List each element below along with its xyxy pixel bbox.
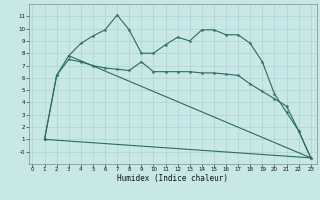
X-axis label: Humidex (Indice chaleur): Humidex (Indice chaleur) bbox=[117, 174, 228, 183]
